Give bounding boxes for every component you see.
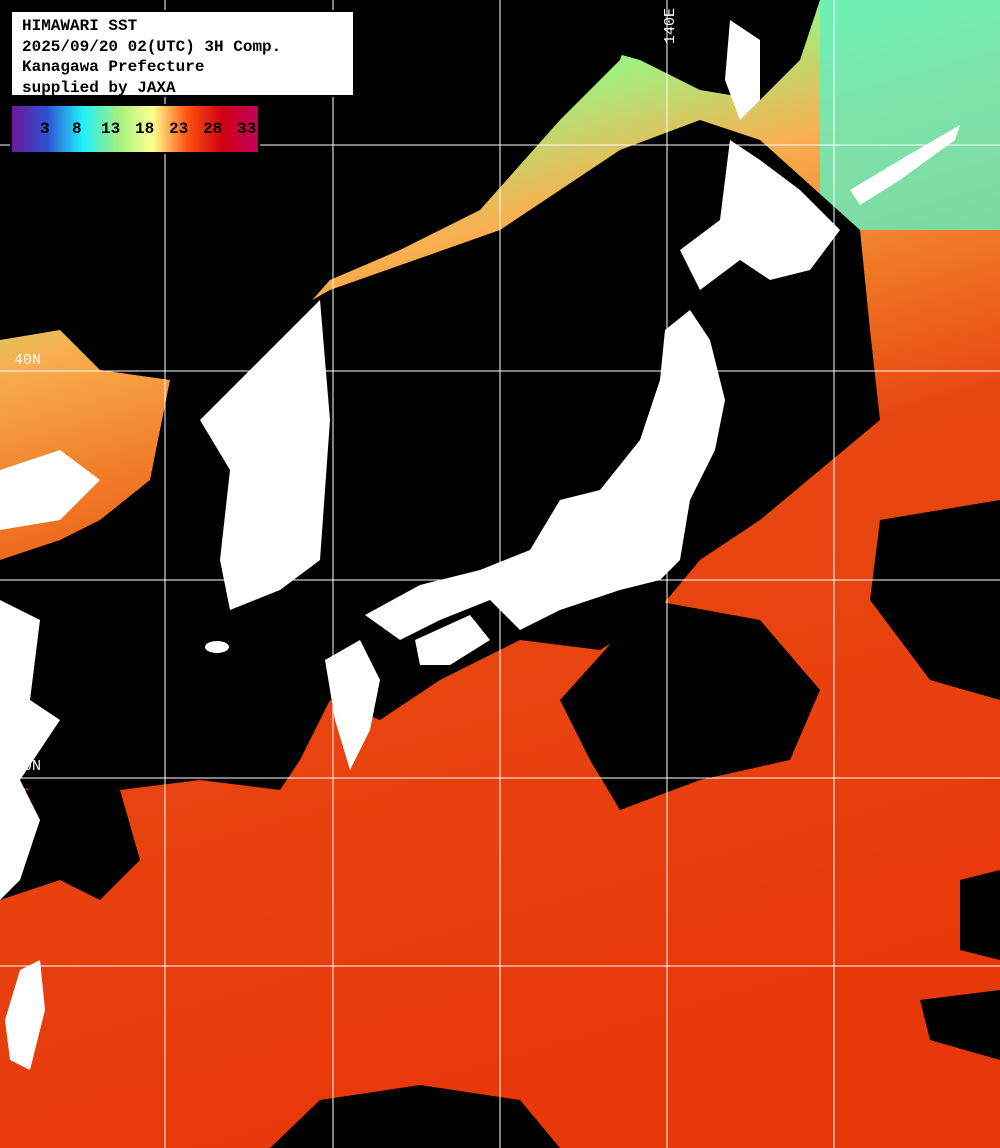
sakhalin <box>725 20 760 120</box>
legend-tick: 8 <box>72 120 82 138</box>
title-box: HIMAWARI SST 2025/09/20 02(UTC) 3H Comp.… <box>10 10 355 97</box>
japan-honshu <box>365 310 725 640</box>
datetime: 2025/09/20 02(UTC) 3H Comp. <box>22 37 282 56</box>
japan-shikoku <box>415 615 490 665</box>
legend-tick: 13 <box>101 120 121 138</box>
lat-label-30n: 30N <box>14 758 42 775</box>
china-coast <box>0 450 100 530</box>
credit: supplied by JAXA <box>22 78 176 97</box>
lon-label-140e: 140E <box>662 7 679 44</box>
legend-tick: 28 <box>203 120 223 138</box>
japan-hokkaido <box>680 140 840 290</box>
lat-label-40n: 40N <box>14 352 42 369</box>
region: Kanagawa Prefecture <box>22 58 205 76</box>
title: HIMAWARI SST <box>22 17 138 35</box>
korea <box>200 300 330 610</box>
legend-tick: 18 <box>135 120 155 138</box>
china-south <box>0 600 60 900</box>
legend-tick: 23 <box>169 120 189 138</box>
land-mask <box>0 20 960 1070</box>
cyan-sea-northeast <box>820 0 1000 230</box>
color-scale-legend: 3 8 13 18 23 28 33 <box>10 104 260 154</box>
legend-tick: 3 <box>40 120 50 138</box>
taiwan <box>5 960 45 1070</box>
japan-kyushu <box>325 640 380 770</box>
legend-tick: 33 <box>237 120 257 138</box>
